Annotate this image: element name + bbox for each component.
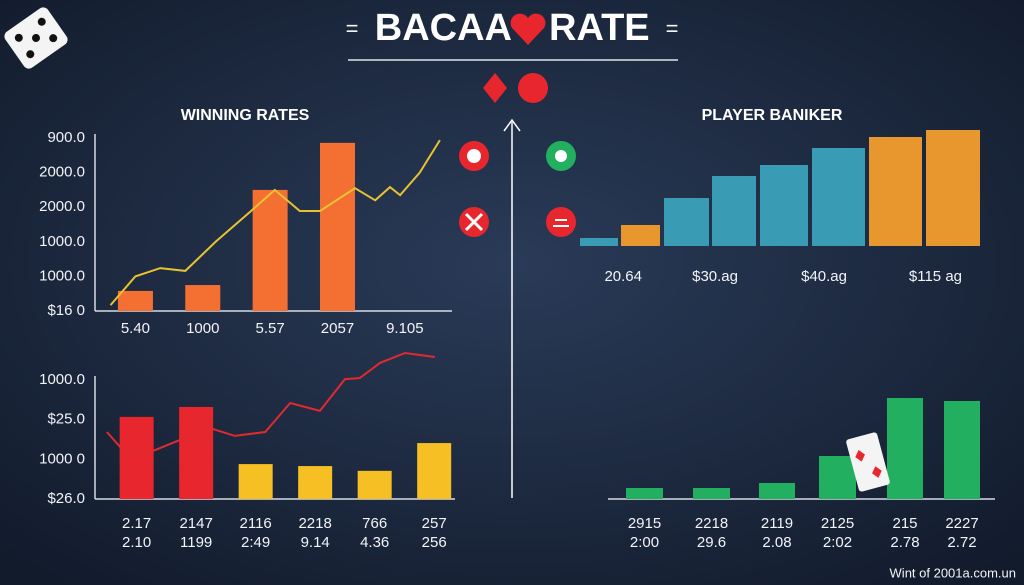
bar	[298, 466, 333, 499]
chart-title: PLAYER BANIKER	[702, 107, 843, 124]
x-tick-label: 2.08	[762, 534, 791, 551]
x-tick-label: 2218	[298, 515, 331, 532]
x-tick-label: 766	[362, 515, 387, 532]
bar	[926, 130, 980, 246]
bar	[417, 443, 452, 499]
bar	[626, 488, 663, 499]
bar	[238, 464, 273, 499]
x-tick-label: 9.105	[386, 320, 424, 337]
icon	[467, 149, 481, 163]
x-tick-label: $30.ag	[692, 268, 738, 285]
x-tick-label: 2116	[240, 515, 272, 532]
bar	[712, 176, 756, 246]
bar	[664, 198, 709, 246]
x-tick-label: $115 ag	[909, 268, 962, 285]
line	[109, 139, 441, 306]
icon	[553, 219, 569, 227]
bar	[252, 189, 288, 311]
x-tick-label: 2218	[695, 515, 728, 532]
bar	[119, 416, 154, 499]
x-tick-label: 4.36	[360, 534, 389, 551]
bar	[812, 148, 865, 246]
diamond-icon	[483, 73, 507, 103]
bar	[319, 142, 355, 311]
x-tick-label: 1000	[186, 320, 219, 337]
bar	[179, 406, 214, 499]
line	[106, 351, 435, 454]
chart-title: WINNING RATES	[181, 107, 310, 124]
y-tick-label: 2000.0	[39, 198, 85, 215]
x-tick-label: 2119	[761, 515, 793, 532]
bar	[760, 165, 808, 246]
y-tick-label: $26.0	[47, 490, 85, 507]
title-ornament: =	[346, 16, 359, 41]
x-tick-label: 2.78	[890, 534, 919, 551]
x-tick-label: 2.10	[122, 534, 151, 551]
x-tick-label: 9.14	[301, 534, 330, 551]
icon	[555, 150, 567, 162]
y-tick-label: $16 0	[47, 302, 85, 319]
card-icon	[846, 432, 890, 492]
heart-icon	[510, 13, 546, 45]
title-left: BACAA	[375, 7, 512, 49]
x-tick-label: 2:02	[823, 534, 852, 551]
x-tick-label: 2915	[628, 515, 661, 532]
bar	[580, 238, 618, 246]
bar	[869, 137, 922, 246]
icon	[464, 212, 484, 232]
x-tick-label: 20.64	[604, 268, 642, 285]
dice-icon	[4, 7, 68, 69]
y-tick-label: $25.0	[47, 411, 85, 428]
card-pip	[855, 450, 882, 478]
y-tick-label: 2000.0	[39, 164, 85, 181]
x-tick-label: 257	[422, 515, 447, 532]
x-tick-label: 2.17	[122, 515, 151, 532]
y-tick-label: 900.0	[47, 129, 85, 146]
x-tick-label: 5.57	[256, 320, 285, 337]
x-tick-label: 256	[422, 534, 447, 551]
x-tick-label: 215	[892, 515, 917, 532]
x-tick-label: 2057	[321, 320, 354, 337]
x-tick-label: 1199	[180, 534, 212, 551]
bar	[759, 483, 795, 499]
bar	[621, 225, 660, 246]
y-tick-label: 1000.0	[39, 371, 85, 388]
x-tick-label: 2:49	[241, 534, 270, 551]
bar	[693, 488, 730, 499]
bar	[117, 290, 153, 311]
bar	[357, 470, 392, 499]
x-tick-label: 2.72	[947, 534, 976, 551]
title-right: RATE	[549, 7, 650, 49]
x-tick-label: 2147	[179, 515, 212, 532]
x-tick-label: 2227	[945, 515, 978, 532]
title-ornament: =	[666, 16, 679, 41]
x-tick-label: 2125	[821, 515, 854, 532]
x-tick-label: 29.6	[697, 534, 726, 551]
y-tick-label: 1000.0	[39, 233, 85, 250]
arrow-head	[503, 118, 521, 132]
bar	[887, 398, 923, 499]
x-tick-label: $40.ag	[801, 268, 847, 285]
bar	[819, 456, 856, 499]
y-tick-label: 1000.0	[39, 267, 85, 284]
icon	[546, 207, 576, 237]
watermark: Wint of 2001a.com.un	[890, 565, 1016, 580]
x-tick-label: 2:00	[630, 534, 659, 551]
bar	[944, 401, 980, 499]
y-tick-label: 1000 0	[39, 450, 85, 467]
circle-icon	[518, 73, 548, 103]
x-tick-label: 5.40	[121, 320, 150, 337]
bar	[185, 285, 221, 311]
